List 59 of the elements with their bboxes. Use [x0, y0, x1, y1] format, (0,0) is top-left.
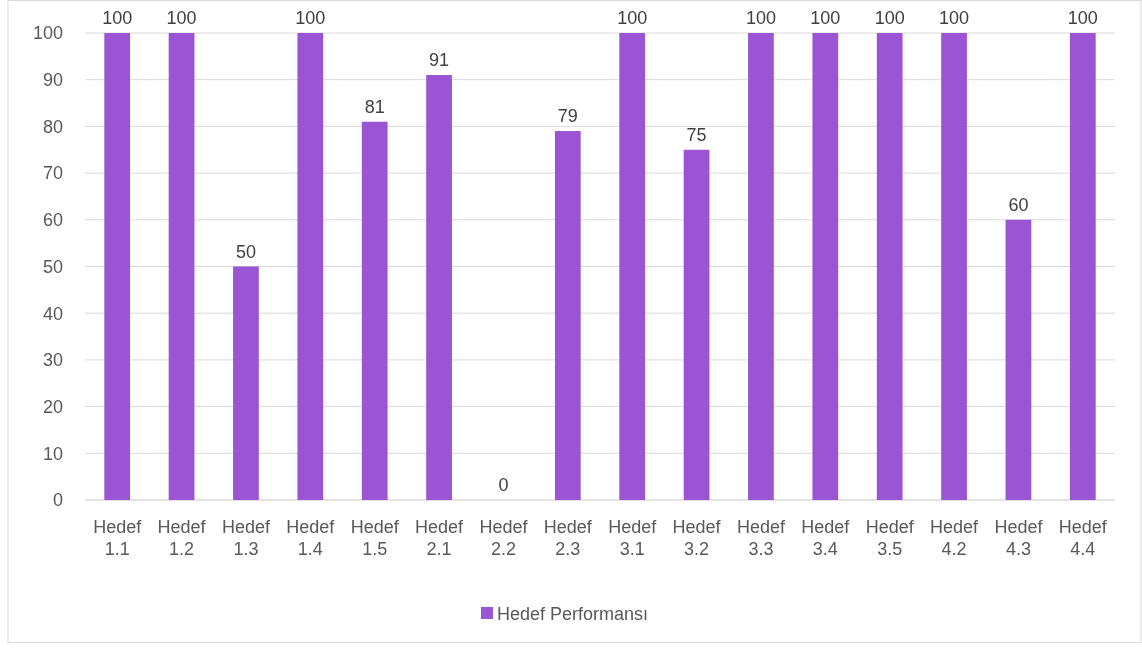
- x-tick-label: Hedef 3.2: [672, 517, 722, 559]
- y-tick-label: 30: [42, 350, 63, 371]
- y-tick-label: 80: [42, 116, 63, 137]
- x-tick-label: Hedef 1.2: [157, 517, 207, 559]
- bar: [619, 33, 646, 500]
- bar: [812, 33, 839, 500]
- data-label: 100: [939, 8, 970, 28]
- bar: [683, 149, 710, 500]
- x-tick-label: Hedef 1.1: [93, 517, 143, 559]
- x-tick-label: Hedef 1.5: [350, 517, 400, 559]
- bar: [233, 266, 259, 500]
- bar: [1005, 219, 1032, 500]
- x-tick-label: Hedef 2.1: [415, 517, 465, 559]
- bar: [941, 33, 967, 500]
- x-tick-label: Hedef 3.3: [736, 517, 786, 559]
- x-tick-label: Hedef 3.5: [865, 517, 915, 559]
- data-label: 0: [498, 475, 509, 495]
- data-label: 100: [166, 8, 197, 28]
- x-tick-label: Hedef 3.1: [608, 517, 658, 559]
- y-tick-label: 0: [52, 490, 63, 511]
- data-label: 50: [235, 241, 256, 262]
- data-label: 100: [745, 8, 776, 28]
- bar: [876, 33, 903, 500]
- y-tick-label: 100: [32, 23, 63, 44]
- y-tick-label: 40: [42, 303, 63, 324]
- bar: [554, 131, 581, 500]
- x-tick-label: Hedef 1.3: [221, 517, 271, 559]
- bar: [426, 75, 452, 500]
- legend-label: Hedef Performansı: [497, 604, 649, 625]
- data-label: 100: [617, 8, 648, 28]
- y-tick-label: 60: [42, 210, 63, 231]
- x-tick-label: Hedef 3.4: [801, 517, 851, 559]
- bar: [297, 33, 324, 500]
- data-label: 75: [686, 124, 707, 145]
- data-label: 91: [429, 50, 450, 71]
- bar: [168, 33, 195, 500]
- y-tick-label: 10: [42, 443, 63, 464]
- data-label: 100: [874, 8, 905, 28]
- data-label: 79: [557, 106, 578, 127]
- data-label: 100: [295, 8, 326, 28]
- data-label: 100: [102, 8, 133, 28]
- y-tick-label: 90: [42, 70, 63, 90]
- data-label: 81: [364, 96, 385, 117]
- x-tick-label: Hedef 4.2: [930, 517, 980, 559]
- bar: [748, 33, 774, 500]
- x-tick-label: Hedef 2.2: [479, 517, 529, 559]
- x-tick-label: Hedef 2.3: [543, 517, 593, 559]
- bar: [1069, 33, 1096, 500]
- x-tick-label: Hedef 4.4: [1058, 517, 1108, 559]
- data-label: 60: [1008, 194, 1029, 215]
- y-tick-label: 50: [42, 256, 63, 277]
- data-label: 100: [1067, 8, 1098, 28]
- x-tick-label: Hedef 4.3: [994, 517, 1044, 559]
- x-tick-label: Hedef 1.4: [286, 517, 336, 559]
- data-label: 100: [810, 8, 841, 28]
- y-tick-label: 20: [42, 396, 63, 417]
- bar: [104, 33, 131, 500]
- y-tick-label: 70: [42, 163, 63, 184]
- bar: [361, 121, 388, 500]
